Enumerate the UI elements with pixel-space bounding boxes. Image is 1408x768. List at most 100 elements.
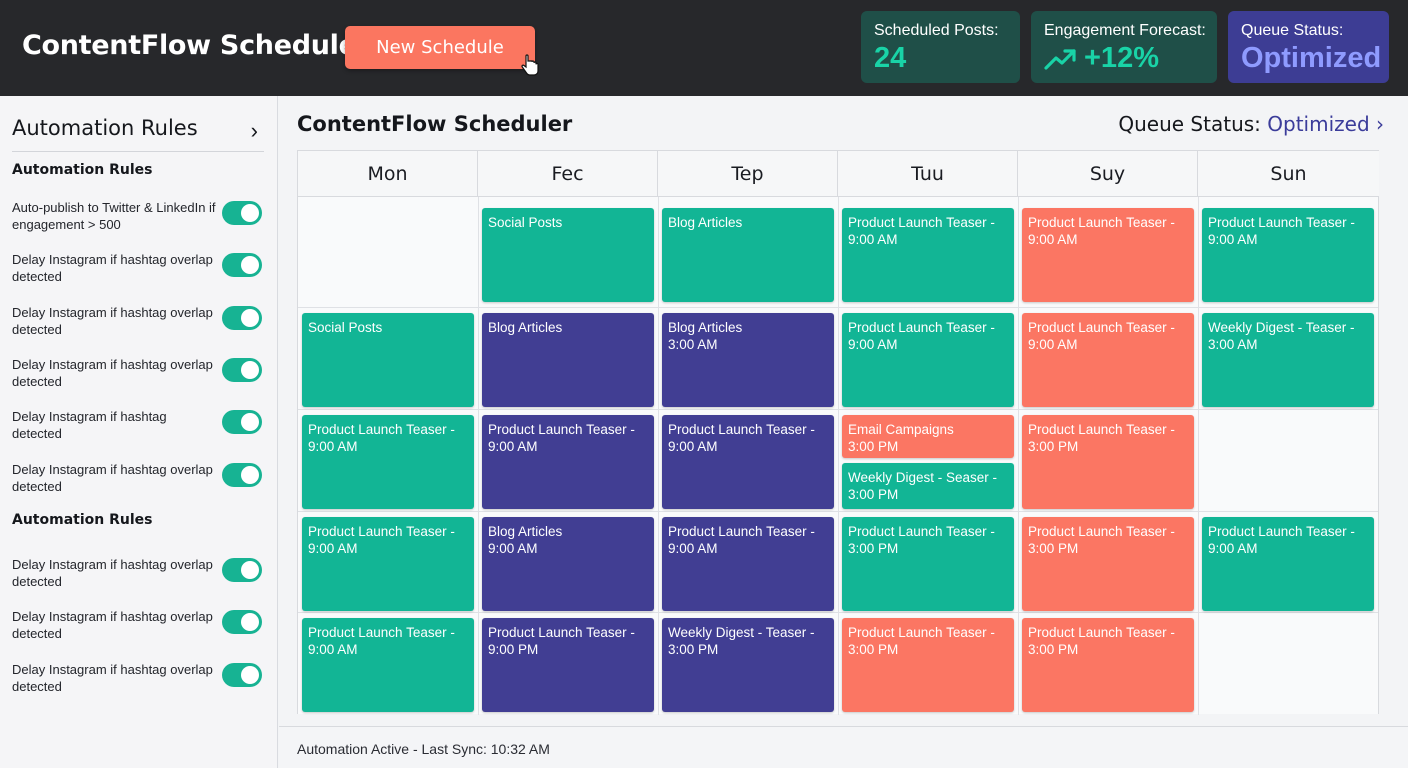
grid-divider [838,197,839,715]
event-time: 9:00 PM [488,642,539,657]
rule-toggle[interactable] [222,253,262,278]
scheduled-event[interactable]: Product Launch Teaser - 9:00 AM [1022,313,1194,407]
scheduled-event[interactable]: Product Launch Teaser - 9:00 AM [482,415,654,509]
event-title: Product Launch Teaser - [1028,625,1175,640]
scheduled-event[interactable]: Product Launch Teaser - 9:00 AM [1202,208,1374,302]
scheduled-event[interactable]: Product Launch Teaser - 3:00 PM [1022,517,1194,611]
event-time: 9:00 AM [308,541,358,556]
scheduled-event[interactable]: Product Launch Teaser - 9:00 AM [302,415,474,509]
event-title: Product Launch Teaser - [488,625,635,640]
day-header[interactable]: Tep [658,151,838,197]
scheduled-posts-value: 24 [874,42,907,74]
scheduled-event[interactable]: Weekly Digest - Teaser - 3:00 PM [662,618,834,712]
event-time: 9:00 AM [848,337,898,352]
grid-divider [298,307,1378,308]
rule-toggle[interactable] [222,357,262,382]
event-title: Product Launch Teaser - [848,320,995,335]
scheduled-event[interactable]: Weekly Digest - Seaser - 3:00 PM [842,463,1014,509]
event-title: Email Campaigns [848,422,954,437]
chevron-right-icon[interactable]: › [250,118,258,143]
event-title: Product Launch Teaser - [308,625,455,640]
event-title: Blog Articles [668,215,743,230]
day-header[interactable]: Fec [478,151,658,197]
queue-status-card: Queue Status: Optimized [1228,11,1389,83]
scheduled-event[interactable]: Weekly Digest - Teaser - 3:00 AM [1202,313,1374,407]
queue-status-link-value: Optimized [1267,112,1370,136]
scheduled-event[interactable]: Email Campaigns 3:00 PM [842,415,1014,458]
grid-divider [1198,197,1199,715]
scheduled-event[interactable]: Product Launch Teaser - 9:00 AM [1022,208,1194,302]
scheduled-event[interactable]: Product Launch Teaser - 9:00 AM [842,208,1014,302]
event-title: Blog Articles [488,524,563,539]
day-header[interactable]: Mon [298,151,478,197]
rule-toggle[interactable] [222,462,262,487]
automation-rule-text: Delay Instagram if hashtag overlap detec… [12,304,213,337]
scheduled-posts-label: Scheduled Posts: [874,22,999,39]
event-title: Product Launch Teaser - [668,524,815,539]
scheduled-event[interactable]: Product Launch Teaser - 9:00 AM [662,415,834,509]
scheduled-event[interactable]: Product Launch Teaser - 3:00 PM [1022,415,1194,509]
rule-toggle[interactable] [222,201,262,225]
scheduled-event[interactable]: Product Launch Teaser - 9:00 AM [1202,517,1374,611]
event-title: Product Launch Teaser - [668,422,815,437]
automation-rule: Delay Instagram if hashtag overlap detec… [12,304,264,344]
scheduled-event[interactable]: Product Launch Teaser - 3:00 PM [1022,618,1194,712]
automation-rule-text: Delay Instagram if hashtag overlap detec… [12,661,213,694]
scheduled-event[interactable]: Product Launch Teaser - 9:00 AM [302,517,474,611]
calendar-grid: Mon Fec Tep Tuu Suy Sun Social Posts Blog Artic… [297,150,1379,715]
automation-rule-text: Delay Instagram if hashtag overlap detec… [12,356,213,389]
day-header[interactable]: Sun [1198,151,1379,197]
rule-toggle[interactable] [222,610,262,635]
scheduled-event[interactable]: Blog Articles 3:00 AM [662,313,834,407]
scheduled-event[interactable]: Product Launch Teaser - 9:00 AM [842,313,1014,407]
event-title: Product Launch Teaser - [1208,524,1355,539]
event-title: Product Launch Teaser - [308,524,455,539]
event-title: Product Launch Teaser - [1028,320,1175,335]
rule-toggle[interactable] [222,662,262,687]
queue-status-link-label: Queue Status: [1118,112,1261,136]
sidebar-section-title: Automation Rules [12,162,153,178]
scheduled-event[interactable]: Blog Articles 9:00 AM [482,517,654,611]
toggle-knob [241,360,259,379]
grid-divider [298,409,1378,410]
automation-rule: Delay Instagram if hashtag overlap detec… [12,608,264,648]
scheduled-event[interactable]: Social Posts [302,313,474,407]
sync-status: Automation Active - Last Sync: 10:32 AM [297,741,550,757]
event-title: Weekly Digest - Teaser - [668,625,815,640]
event-title: Blog Articles [488,320,563,335]
scheduled-event[interactable]: Product Launch Teaser - 3:00 PM [842,618,1014,712]
event-time: 3:00 PM [1028,439,1079,454]
scheduled-event[interactable]: Blog Articles [662,208,834,302]
event-time: 3:00 PM [848,487,899,502]
queue-status-link[interactable]: Queue Status: Optimized › [1118,112,1384,136]
scheduled-event[interactable]: Product Launch Teaser - 9:00 PM [482,618,654,712]
sidebar-header[interactable]: Automation Rules › [12,116,264,152]
rule-toggle[interactable] [222,558,262,582]
scheduled-event[interactable]: Product Launch Teaser - 9:00 AM [302,618,474,712]
scheduled-event[interactable]: Social Posts [482,208,654,302]
event-time: 9:00 AM [1208,541,1258,556]
automation-rule-text: Auto-publish to Twitter & LinkedIn if en… [12,200,216,232]
app-title: ContentFlow Scheduler [22,30,370,61]
event-title: Weekly Digest - Seaser - [848,470,998,485]
day-header[interactable]: Suy [1018,151,1198,197]
automation-rule-text: Delay Instagram if hashtag overlap detec… [12,461,213,494]
event-time: 3:00 AM [1208,337,1258,352]
automation-rule: Delay Instagram if hashtag overlap detec… [12,356,264,396]
event-title: Blog Articles [668,320,743,335]
event-title: Product Launch Teaser - [1028,215,1175,230]
scheduled-event[interactable]: Product Launch Teaser - 9:00 AM [662,517,834,611]
scheduled-event[interactable]: Blog Articles [482,313,654,407]
toggle-knob [241,613,259,632]
event-time: 9:00 AM [668,541,718,556]
rule-toggle[interactable] [222,305,262,330]
day-header[interactable]: Tuu [838,151,1018,197]
event-title: Weekly Digest - Teaser - [1208,320,1355,335]
event-time: 9:00 AM [488,541,538,556]
automation-rule: Delay Instagram if hashtag overlap detec… [12,556,264,596]
queue-status-label: Queue Status: [1241,22,1344,39]
scheduled-event[interactable]: Product Launch Teaser - 3:00 PM [842,517,1014,611]
new-schedule-button[interactable]: New Schedule [345,26,535,69]
rule-toggle[interactable] [222,410,262,435]
event-time: 3:00 PM [1028,541,1079,556]
